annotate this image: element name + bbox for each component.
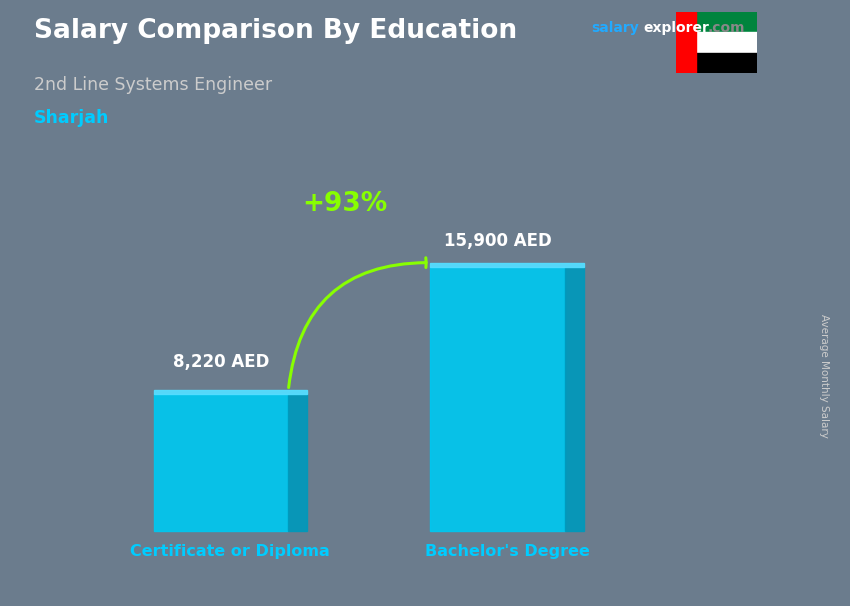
Text: +93%: +93%: [302, 191, 387, 217]
Text: Bachelor's Degree: Bachelor's Degree: [425, 544, 590, 559]
Bar: [676, 53, 756, 73]
Text: Sharjah: Sharjah: [34, 109, 110, 127]
Bar: [288, 395, 307, 531]
Text: salary: salary: [591, 21, 638, 35]
Bar: [565, 267, 584, 531]
Text: Average Monthly Salary: Average Monthly Salary: [819, 314, 829, 438]
Bar: [676, 32, 756, 53]
Text: Salary Comparison By Education: Salary Comparison By Education: [34, 18, 517, 44]
Polygon shape: [154, 390, 307, 395]
Bar: [154, 395, 288, 531]
Text: 15,900 AED: 15,900 AED: [444, 232, 552, 250]
Bar: [430, 267, 565, 531]
Text: .com: .com: [707, 21, 745, 35]
Bar: [676, 12, 756, 32]
Text: 8,220 AED: 8,220 AED: [173, 353, 269, 371]
Text: 2nd Line Systems Engineer: 2nd Line Systems Engineer: [34, 76, 272, 94]
Bar: [676, 12, 696, 73]
Polygon shape: [430, 262, 584, 267]
Text: Certificate or Diploma: Certificate or Diploma: [130, 544, 330, 559]
Text: explorer: explorer: [643, 21, 709, 35]
